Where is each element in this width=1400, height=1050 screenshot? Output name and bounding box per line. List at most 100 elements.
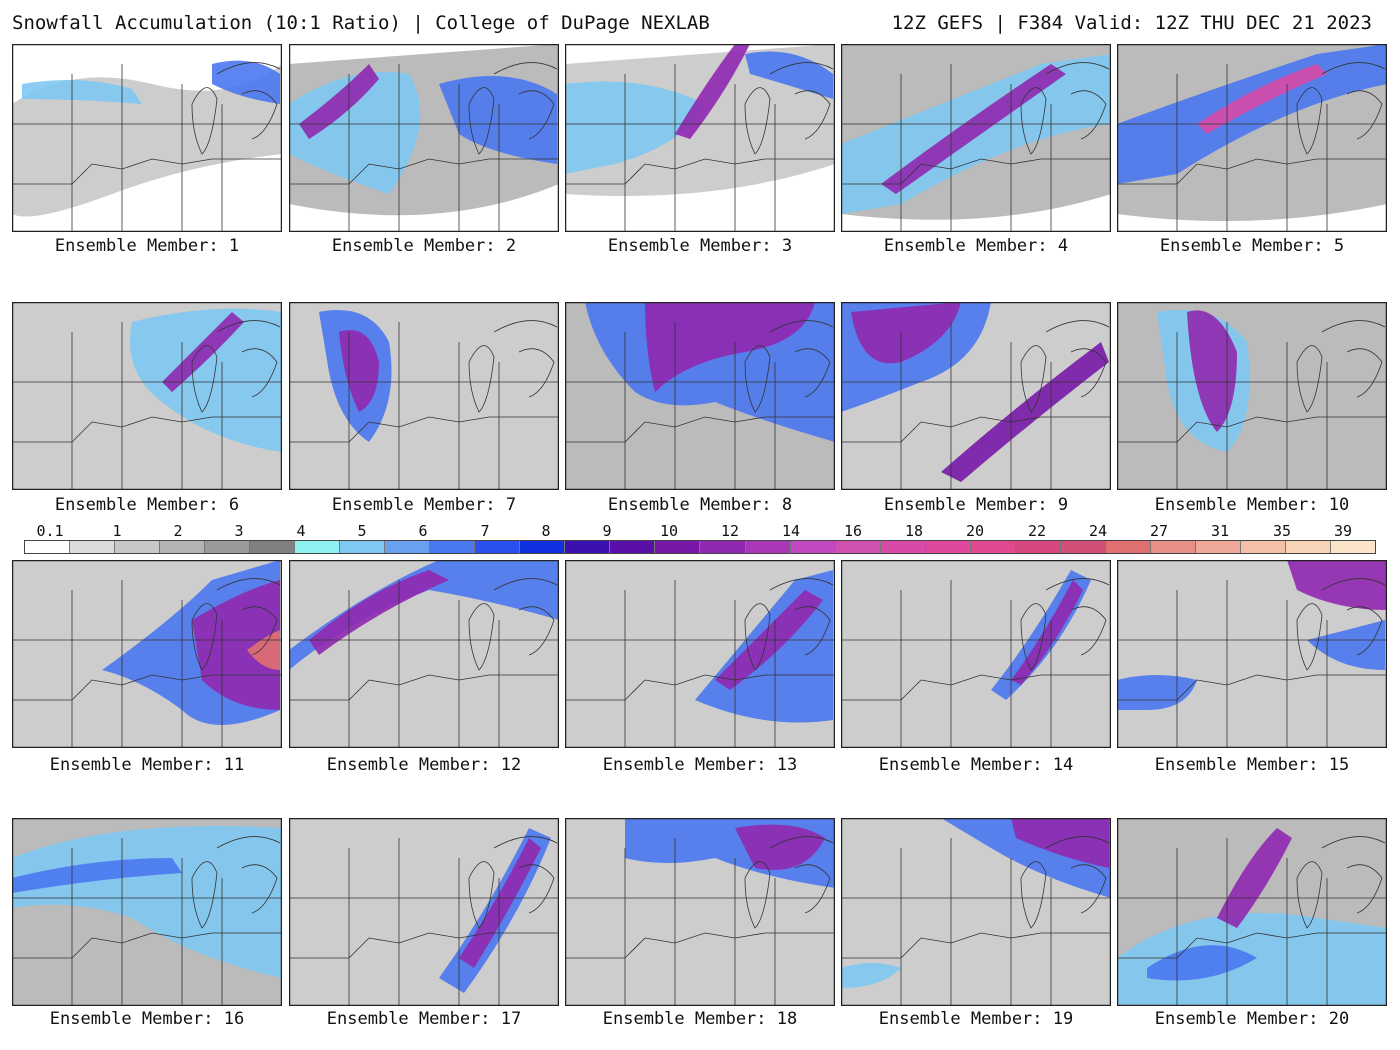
state-boundary bbox=[191, 87, 218, 155]
state-boundary bbox=[769, 320, 834, 333]
snowfall-color-legend: 0.1 1 2 3 4 5 6 7 8 9 10 12 14 16 18 20 22 24 27 31 35 39 bbox=[24, 522, 1376, 556]
snowfall-shading bbox=[439, 76, 557, 164]
legend-tick-label: 5 bbox=[357, 522, 367, 540]
state-boundary bbox=[1296, 861, 1323, 929]
model-valid-time: 12Z GEFS | F384 Valid: 12Z THU DEC 21 20… bbox=[891, 12, 1372, 34]
legend-swatch bbox=[1330, 541, 1375, 553]
snowfall-map-canvas bbox=[1117, 560, 1387, 748]
state-boundary bbox=[289, 416, 559, 443]
legend-tick-label: 14 bbox=[781, 522, 801, 540]
ensemble-member-map bbox=[289, 560, 559, 748]
snowfall-map-canvas bbox=[841, 818, 1111, 1006]
snowfall-shading bbox=[841, 560, 1111, 748]
legend-swatch bbox=[205, 541, 251, 553]
state-boundary bbox=[1321, 836, 1386, 849]
snowfall-map-canvas bbox=[289, 560, 559, 748]
snowfall-shading bbox=[130, 308, 282, 452]
state-boundary bbox=[493, 62, 558, 75]
snowfall-shading bbox=[1117, 44, 1387, 184]
snowfall-shading bbox=[12, 64, 282, 217]
ensemble-member-caption: Ensemble Member: 12 bbox=[326, 755, 522, 775]
state-boundary bbox=[1346, 606, 1383, 656]
state-boundary bbox=[12, 932, 282, 959]
legend-tick-label: 22 bbox=[1027, 522, 1047, 540]
legend-swatch bbox=[115, 541, 161, 553]
ensemble-member-map bbox=[841, 560, 1111, 748]
snowfall-shading bbox=[289, 818, 559, 1006]
state-boundary bbox=[744, 603, 771, 671]
map-frame bbox=[565, 302, 835, 490]
ensemble-member-map bbox=[565, 302, 835, 490]
state-boundary bbox=[12, 674, 282, 701]
legend-swatch bbox=[70, 541, 116, 553]
ensemble-member-caption: Ensemble Member: 2 bbox=[331, 236, 517, 256]
map-frame bbox=[565, 560, 835, 748]
state-boundary bbox=[565, 158, 835, 185]
state-boundary bbox=[565, 932, 835, 959]
ensemble-member-map bbox=[12, 44, 282, 232]
ensemble-member-map bbox=[1117, 818, 1387, 1006]
state-boundary bbox=[468, 603, 495, 671]
snowfall-shading bbox=[841, 963, 901, 988]
snowfall-map-canvas bbox=[841, 560, 1111, 748]
state-boundary bbox=[289, 674, 559, 701]
ensemble-member-caption: Ensemble Member: 6 bbox=[54, 495, 240, 515]
ensemble-member-map bbox=[12, 818, 282, 1006]
legend-swatch bbox=[385, 541, 431, 553]
legend-swatch bbox=[700, 541, 746, 553]
legend-tick-label: 7 bbox=[480, 522, 490, 540]
snowfall-map-canvas bbox=[565, 44, 835, 232]
state-boundary bbox=[1070, 90, 1107, 140]
state-boundary bbox=[1117, 416, 1387, 443]
ensemble-member-caption: Ensemble Member: 10 bbox=[1154, 495, 1350, 515]
snowfall-shading bbox=[12, 826, 282, 978]
state-boundary bbox=[518, 90, 555, 140]
snowfall-map-canvas bbox=[289, 302, 559, 490]
ensemble-member-caption: Ensemble Member: 9 bbox=[883, 495, 1069, 515]
snowfall-shading bbox=[1117, 302, 1387, 490]
snowfall-map-canvas bbox=[289, 818, 559, 1006]
state-boundary bbox=[841, 416, 1111, 443]
ensemble-member-caption: Ensemble Member: 8 bbox=[607, 495, 793, 515]
state-boundary bbox=[1296, 603, 1323, 671]
snowfall-shading bbox=[881, 64, 1066, 194]
state-boundary bbox=[744, 861, 771, 929]
ensemble-member-caption: Ensemble Member: 16 bbox=[49, 1009, 245, 1029]
map-frame bbox=[12, 302, 282, 490]
ensemble-member-caption: Ensemble Member: 4 bbox=[883, 236, 1069, 256]
snowfall-map-canvas bbox=[289, 44, 559, 232]
snowfall-shading bbox=[565, 81, 705, 174]
legend-swatch bbox=[880, 541, 926, 553]
state-boundary bbox=[1346, 864, 1383, 914]
legend-swatch bbox=[835, 541, 881, 553]
snowfall-map-canvas bbox=[565, 302, 835, 490]
ensemble-member-caption: Ensemble Member: 19 bbox=[878, 1009, 1074, 1029]
snowfall-shading bbox=[1187, 310, 1237, 432]
legend-swatch bbox=[565, 541, 611, 553]
legend-tick-label: 39 bbox=[1333, 522, 1353, 540]
snowfall-shading bbox=[192, 580, 280, 710]
snowfall-map-canvas bbox=[841, 302, 1111, 490]
state-boundary bbox=[794, 864, 831, 914]
state-boundary bbox=[565, 674, 835, 701]
map-frame bbox=[841, 818, 1111, 1006]
legend-swatch bbox=[250, 541, 296, 553]
state-boundary bbox=[493, 836, 558, 849]
state-boundary bbox=[1045, 578, 1110, 591]
snowfall-map-canvas bbox=[565, 560, 835, 748]
map-frame bbox=[1117, 818, 1387, 1006]
snowfall-shading bbox=[851, 302, 961, 364]
legend-swatch bbox=[1195, 541, 1241, 553]
legend-swatch bbox=[340, 541, 386, 553]
ensemble-member-caption: Ensemble Member: 14 bbox=[878, 755, 1074, 775]
legend-tick-label: 8 bbox=[541, 522, 551, 540]
snowfall-map-canvas bbox=[1117, 818, 1387, 1006]
ensemble-member-caption: Ensemble Member: 1 bbox=[54, 236, 240, 256]
ensemble-member-caption: Ensemble Member: 3 bbox=[607, 236, 793, 256]
legend-swatch bbox=[745, 541, 791, 553]
legend-swatch bbox=[1150, 541, 1196, 553]
snowfall-shading bbox=[1117, 560, 1387, 748]
state-boundary bbox=[518, 864, 555, 914]
state-boundary bbox=[289, 932, 559, 959]
legend-swatch bbox=[1060, 541, 1106, 553]
